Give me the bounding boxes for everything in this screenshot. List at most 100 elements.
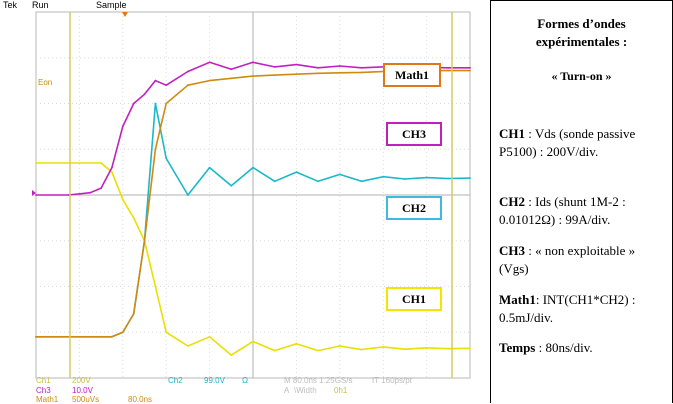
description-panel: Formes d’ondes expérimentales : « Turn-o… [490,0,673,403]
series-ch1-point [187,345,189,347]
ch3-trace-label: CH3 [386,122,442,146]
series-ch1-point [469,347,471,350]
ch1-trace-label: CH1 [386,287,442,311]
record-readout: IT 160ps/pt [372,376,412,385]
series-ch3-point [295,63,298,66]
series-ch1-point [154,285,157,288]
trigger-slope: \Width [294,386,317,395]
series-ch3-point [252,61,254,64]
series-ch3-point [89,191,92,194]
series-ch3-point [447,66,450,69]
series-math1-point [35,335,37,338]
series-ch3-point [143,93,146,96]
series-ch2-point [230,184,233,187]
legend-item-ch2: CH2 : Ids (shunt 1M-2 : 0.01012Ω) : 99A/… [499,193,639,229]
legend-text-ch2: : Ids (shunt 1M-2 : 0.01012Ω) : 99A/div. [499,194,626,227]
series-math1-point [187,84,189,87]
legend-key-ch3: CH3 [499,243,525,258]
ch2-readout-label: Ch2 [168,376,183,385]
series-ch3-point [273,66,276,68]
legend-text-ch3: : « non exploitable » (Vgs) [499,243,636,276]
series-ch2-point [382,175,385,178]
legend-key-math1: Math1 [499,292,536,307]
series-ch2-point [360,180,363,183]
math1-readout-label: Math1 [36,395,59,404]
series-math1-point [143,239,146,242]
scope-brand: Tek [3,0,18,10]
series-ch3-point [187,70,189,73]
ch3-readout-label: Ch3 [36,386,51,395]
series-ch1-point [35,162,37,164]
series-math1-point [295,73,298,76]
series-ch3-point [230,68,233,71]
ch2-readout-unit: Ω [242,376,248,385]
series-ch1-line [36,162,471,356]
series-ch1-point [111,171,113,174]
timebase-readout: M 80.0ns 1.25GS/s [284,376,353,385]
series-math1-point [208,79,211,82]
series-ch2-point [425,176,428,179]
ch1-readout-label: Ch1 [36,376,51,385]
series-ch2-point [187,194,189,196]
trigger-source: 0h1 [334,386,348,395]
series-ch3-point [111,166,113,169]
series-ch1-point [317,349,319,352]
series-ch1-point [360,348,363,351]
legend-key-ch2: CH2 [499,194,525,209]
series-ch2-point [404,178,406,180]
series-ch1-point [404,348,406,351]
series-ch1-point [100,162,102,164]
panel-title-line2: expérimentales : [535,34,628,49]
math1-readout-value: 500uVs [72,395,100,404]
legend-item-ch1: CH1 : Vds (sonde passive P5100) : 200V/d… [499,125,639,161]
ch1-readout-value: 200V [72,376,91,385]
series-math1-point [132,313,135,315]
ch2-trace-label: CH2 [386,196,442,220]
panel-subtitle: « Turn-on » [551,69,612,83]
series-math1-point [317,72,319,75]
series-math1-point [121,331,124,334]
series-ch3-point [100,187,102,190]
series-ch2-point [469,177,471,180]
series-ch1-point [208,335,211,338]
legend-key-ch1: CH1 [499,126,525,141]
series-ch1-point [295,342,298,345]
series-ch3-point [208,61,211,64]
math1-trace-label: Math1 [383,63,441,87]
trigger-readout-label: A [284,386,290,395]
series-ch1-point [447,347,450,350]
series-ch3-point [469,66,471,69]
series-ch3-point [132,102,135,105]
legend-item-math1: Math1: INT(CH1*CH2) : 0.5mJ/div. [499,291,639,327]
series-math1-point [469,69,471,72]
series-math1-point [360,71,363,74]
series-ch1-point [425,346,428,349]
ch3-readout-value: 10.0V [72,386,93,395]
acquisition-mode: Sample [96,0,127,10]
legend-text-ch1: : Vds (sonde passive P5100) : 200V/div. [499,126,636,159]
series-ch2-point [317,180,319,183]
series-math1-point [273,74,276,76]
series-math1-point [447,69,450,72]
legend-item-temps: Temps : 80ns/div. [499,339,639,357]
series-ch3-point [165,84,168,87]
trigger-position-marker [122,12,128,17]
series-ch1-point [273,349,276,352]
series-ch3-point [317,66,319,69]
series-ch3-point [121,125,124,128]
legend-key-temps: Temps [499,340,536,355]
series-ch1-point [132,217,135,219]
series-math1-point [338,71,341,74]
series-math1-point [252,75,254,77]
series-ch1-point [230,354,233,356]
ch2-readout-value: 99.0V [204,376,225,385]
series-ch2-point [273,180,276,183]
series-math1-point [111,335,113,338]
math1-readout-time: 80.0ns [128,395,153,404]
series-ch3-point [67,194,70,196]
series-ch3-point [154,79,157,82]
series-math1-point [165,102,168,105]
oscilloscope-screen: Tek Run Sample Eon Math1 CH3 CH2 CH1 Ch1… [3,0,471,404]
series-ch2-point [252,166,254,169]
series-ch2-point [447,177,450,180]
